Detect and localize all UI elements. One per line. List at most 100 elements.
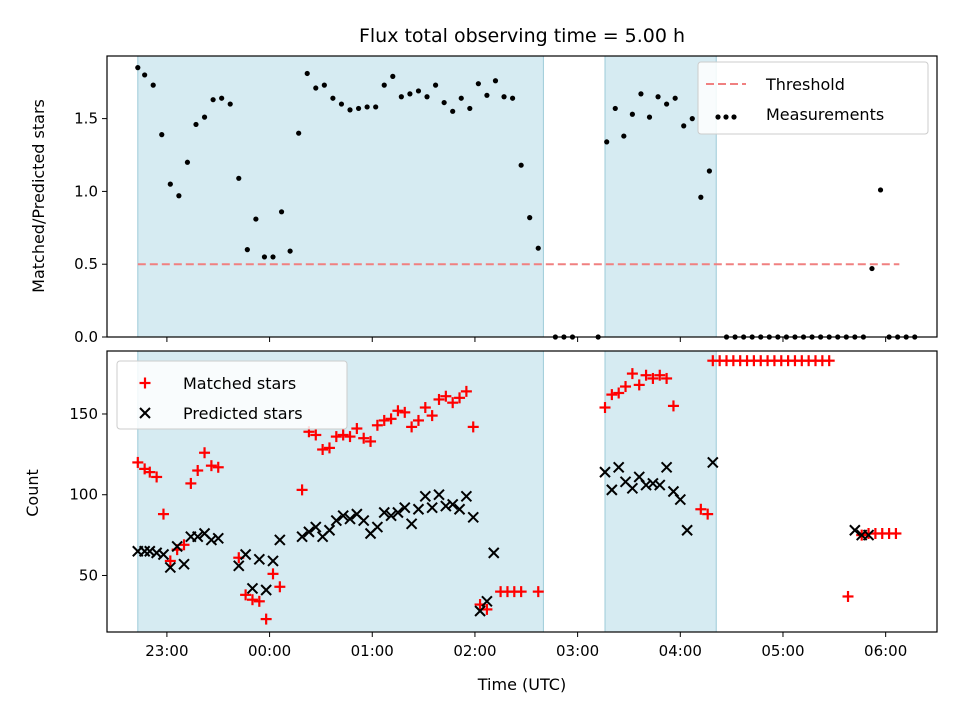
chart-title: Flux total observing time = 5.00 h [359, 25, 685, 47]
y-tick-label: 150 [69, 405, 98, 423]
x-axis-label: Time (UTC) [477, 675, 566, 694]
data-point [664, 101, 670, 107]
data-point [267, 555, 279, 567]
data-point [606, 389, 618, 401]
data-point [823, 355, 835, 367]
data-point [164, 555, 176, 567]
data-point [330, 514, 343, 527]
top-legend: Threshold Measurements [697, 61, 929, 135]
data-point [450, 108, 456, 114]
data-point [647, 477, 659, 490]
data-point [135, 65, 141, 71]
data-point [355, 105, 362, 112]
data-point [358, 432, 370, 444]
bottom-y-axis-label: Count [23, 469, 42, 517]
data-point [655, 94, 661, 100]
data-point [458, 95, 464, 101]
data-point [176, 193, 182, 199]
data-point [488, 547, 500, 559]
data-point [440, 500, 452, 512]
data-point [310, 521, 322, 533]
data-point [296, 531, 308, 543]
data-point [296, 484, 308, 496]
x-tick-label: 02:00 [453, 642, 496, 660]
data-point [274, 534, 286, 546]
data-point [890, 527, 902, 539]
data-point [626, 482, 639, 494]
data-point [240, 589, 252, 601]
data-point [338, 101, 345, 107]
top-plot-frame [106, 55, 938, 338]
data-point [132, 456, 144, 468]
data-point [167, 181, 173, 187]
data-point [157, 548, 170, 561]
data-point [150, 547, 163, 559]
data-point [621, 133, 627, 139]
data-point [460, 385, 472, 397]
data-point [467, 511, 479, 524]
data-point [313, 85, 319, 91]
data-point [164, 561, 177, 574]
data-point [877, 187, 884, 193]
data-point [278, 209, 285, 215]
data-point [527, 215, 533, 221]
data-point [399, 501, 411, 514]
data-point [599, 402, 611, 414]
data-point [467, 105, 473, 112]
data-point [310, 429, 322, 441]
data-point [150, 82, 156, 88]
data-point [178, 558, 190, 570]
data-point [270, 254, 276, 260]
data-point [447, 397, 459, 409]
data-point [351, 423, 363, 435]
y-tick-label: 50 [79, 566, 98, 584]
data-point [392, 506, 404, 519]
data-point [842, 590, 854, 602]
data-point [253, 216, 259, 222]
data-point [613, 387, 625, 399]
data-point [304, 70, 310, 77]
data-point [323, 524, 336, 536]
data-point [481, 595, 493, 608]
data-point [640, 479, 652, 491]
data-point [620, 381, 632, 393]
data-point [233, 560, 245, 572]
y-tick-label: 1.5 [74, 110, 98, 128]
data-point [702, 508, 714, 520]
data-point [405, 518, 418, 530]
data-point [426, 501, 438, 514]
data-point [212, 532, 224, 545]
data-point [373, 104, 379, 110]
data-point [660, 461, 673, 473]
data-point [381, 82, 387, 88]
legend-label: Threshold [765, 75, 845, 94]
data-point [604, 139, 610, 145]
data-point [178, 539, 190, 551]
legend-swatch [139, 377, 151, 389]
data-point [474, 605, 486, 617]
data-point [378, 414, 390, 426]
data-point [869, 265, 875, 272]
data-point [337, 510, 349, 522]
data-point [392, 405, 404, 417]
data-point [407, 91, 413, 97]
data-point [344, 431, 356, 443]
data-point [296, 130, 302, 136]
data-point [239, 548, 252, 561]
data-point [467, 421, 479, 433]
data-point [612, 105, 618, 112]
legend-label: Measurements [766, 105, 884, 124]
data-point [261, 254, 268, 260]
data-point [201, 114, 208, 120]
data-point [267, 568, 279, 580]
data-point [612, 461, 625, 473]
data-point [532, 586, 544, 598]
x-tick-label: 03:00 [556, 642, 599, 660]
data-point [157, 508, 169, 520]
top-y-axis-label: Matched/Predicted stars [29, 99, 48, 293]
data-point [460, 490, 473, 503]
data-point [191, 531, 204, 543]
data-point [210, 97, 216, 103]
legend-swatch [139, 407, 151, 419]
data-point [287, 248, 293, 254]
